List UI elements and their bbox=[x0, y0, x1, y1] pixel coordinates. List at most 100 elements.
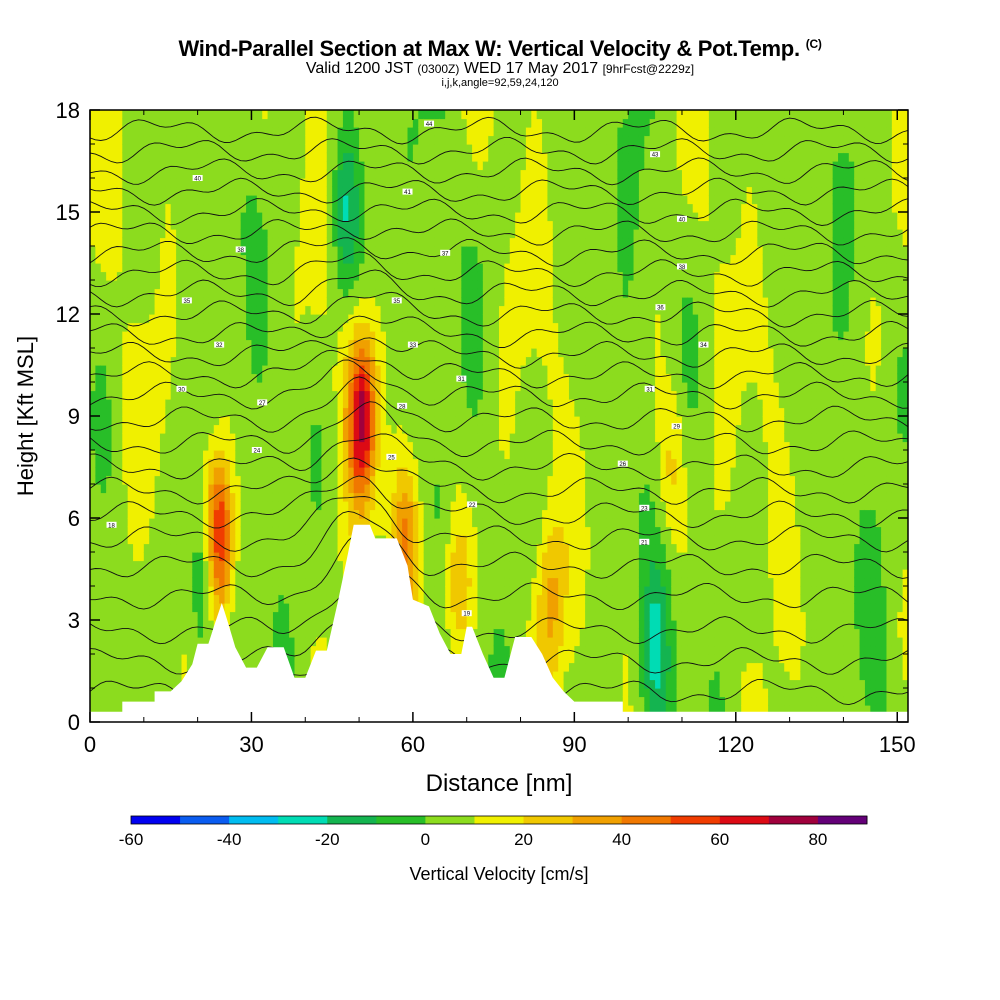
field-cell bbox=[246, 178, 253, 188]
field-cell bbox=[224, 186, 231, 196]
field-cell bbox=[170, 569, 177, 579]
field-cell bbox=[369, 161, 376, 171]
field-cell bbox=[197, 118, 204, 128]
field-cell bbox=[208, 195, 215, 205]
field-cell bbox=[305, 186, 312, 196]
field-cell bbox=[208, 254, 215, 264]
field-cell bbox=[342, 475, 349, 485]
field-cell bbox=[412, 144, 419, 154]
field-cell bbox=[256, 475, 263, 485]
field-cell bbox=[116, 229, 123, 239]
field-cell bbox=[95, 390, 102, 400]
field-cell bbox=[256, 441, 263, 451]
field-cell bbox=[353, 416, 360, 426]
field-cell bbox=[380, 195, 387, 205]
field-cell bbox=[348, 484, 355, 494]
field-cell bbox=[283, 399, 290, 409]
field-cell bbox=[149, 543, 156, 553]
field-cell bbox=[412, 331, 419, 341]
field-cell bbox=[337, 577, 344, 587]
field-cell bbox=[396, 339, 403, 349]
field-cell bbox=[235, 628, 242, 638]
field-cell bbox=[423, 560, 430, 570]
field-cell bbox=[455, 271, 462, 281]
field-cell bbox=[262, 416, 269, 426]
chart-title: Wind-Parallel Section at Max W: Vertical… bbox=[178, 36, 822, 61]
field-cell bbox=[176, 662, 183, 672]
field-cell bbox=[445, 637, 452, 647]
field-cell bbox=[316, 467, 323, 477]
field-cell bbox=[375, 441, 382, 451]
field-cell bbox=[116, 314, 123, 324]
field-cell bbox=[402, 169, 409, 179]
field-cell bbox=[246, 118, 253, 128]
field-cell bbox=[316, 152, 323, 162]
field-cell bbox=[138, 356, 145, 366]
field-cell bbox=[391, 169, 398, 179]
field-cell bbox=[181, 229, 188, 239]
field-cell bbox=[208, 118, 215, 128]
field-cell bbox=[262, 373, 269, 383]
field-cell bbox=[213, 424, 220, 434]
field-cell bbox=[246, 560, 253, 570]
field-cell bbox=[369, 127, 376, 137]
field-cell bbox=[342, 365, 349, 375]
field-cell bbox=[429, 467, 436, 477]
field-cell bbox=[434, 475, 441, 485]
field-cell bbox=[402, 254, 409, 264]
field-cell bbox=[439, 552, 446, 562]
field-cell bbox=[380, 229, 387, 239]
field-cell bbox=[310, 356, 317, 366]
field-cell bbox=[391, 263, 398, 273]
field-cell bbox=[229, 203, 236, 213]
field-cell bbox=[197, 594, 204, 604]
field-cell bbox=[429, 484, 436, 494]
field-cell bbox=[149, 594, 156, 604]
field-cell bbox=[154, 110, 161, 120]
field-cell bbox=[197, 135, 204, 145]
field-cell bbox=[450, 458, 457, 468]
field-cell bbox=[90, 645, 96, 655]
field-cell bbox=[143, 339, 150, 349]
field-cell bbox=[219, 271, 226, 281]
field-cell bbox=[450, 577, 457, 587]
field-cell bbox=[305, 518, 312, 528]
field-cell bbox=[116, 628, 123, 638]
field-cell bbox=[439, 569, 446, 579]
field-cell bbox=[149, 603, 156, 613]
field-cell bbox=[143, 535, 150, 545]
field-cell bbox=[332, 271, 339, 281]
field-cell bbox=[122, 246, 129, 256]
field-cell bbox=[133, 416, 140, 426]
field-cell bbox=[224, 212, 231, 222]
field-cell bbox=[240, 458, 247, 468]
field-cell bbox=[165, 135, 172, 145]
field-cell bbox=[240, 467, 247, 477]
field-cell bbox=[127, 280, 134, 290]
field-cell bbox=[197, 620, 204, 630]
field-cell bbox=[445, 475, 452, 485]
field-cell bbox=[429, 416, 436, 426]
field-cell bbox=[246, 110, 253, 120]
field-cell bbox=[294, 203, 301, 213]
field-cell bbox=[278, 543, 285, 553]
field-cell bbox=[262, 339, 269, 349]
field-cell bbox=[316, 110, 323, 120]
field-cell bbox=[170, 169, 177, 179]
field-cell bbox=[439, 458, 446, 468]
field-cell bbox=[149, 246, 156, 256]
field-cell bbox=[106, 373, 113, 383]
field-cell bbox=[321, 645, 328, 655]
field-cell bbox=[369, 450, 376, 460]
field-cell bbox=[407, 331, 414, 341]
field-cell bbox=[310, 467, 317, 477]
field-cell bbox=[272, 237, 279, 247]
field-cell bbox=[208, 518, 215, 528]
field-cell bbox=[407, 263, 414, 273]
field-cell bbox=[342, 458, 349, 468]
field-cell bbox=[165, 237, 172, 247]
field-cell bbox=[219, 169, 226, 179]
field-cell bbox=[149, 569, 156, 579]
field-cell bbox=[95, 212, 102, 222]
field-cell bbox=[299, 535, 306, 545]
